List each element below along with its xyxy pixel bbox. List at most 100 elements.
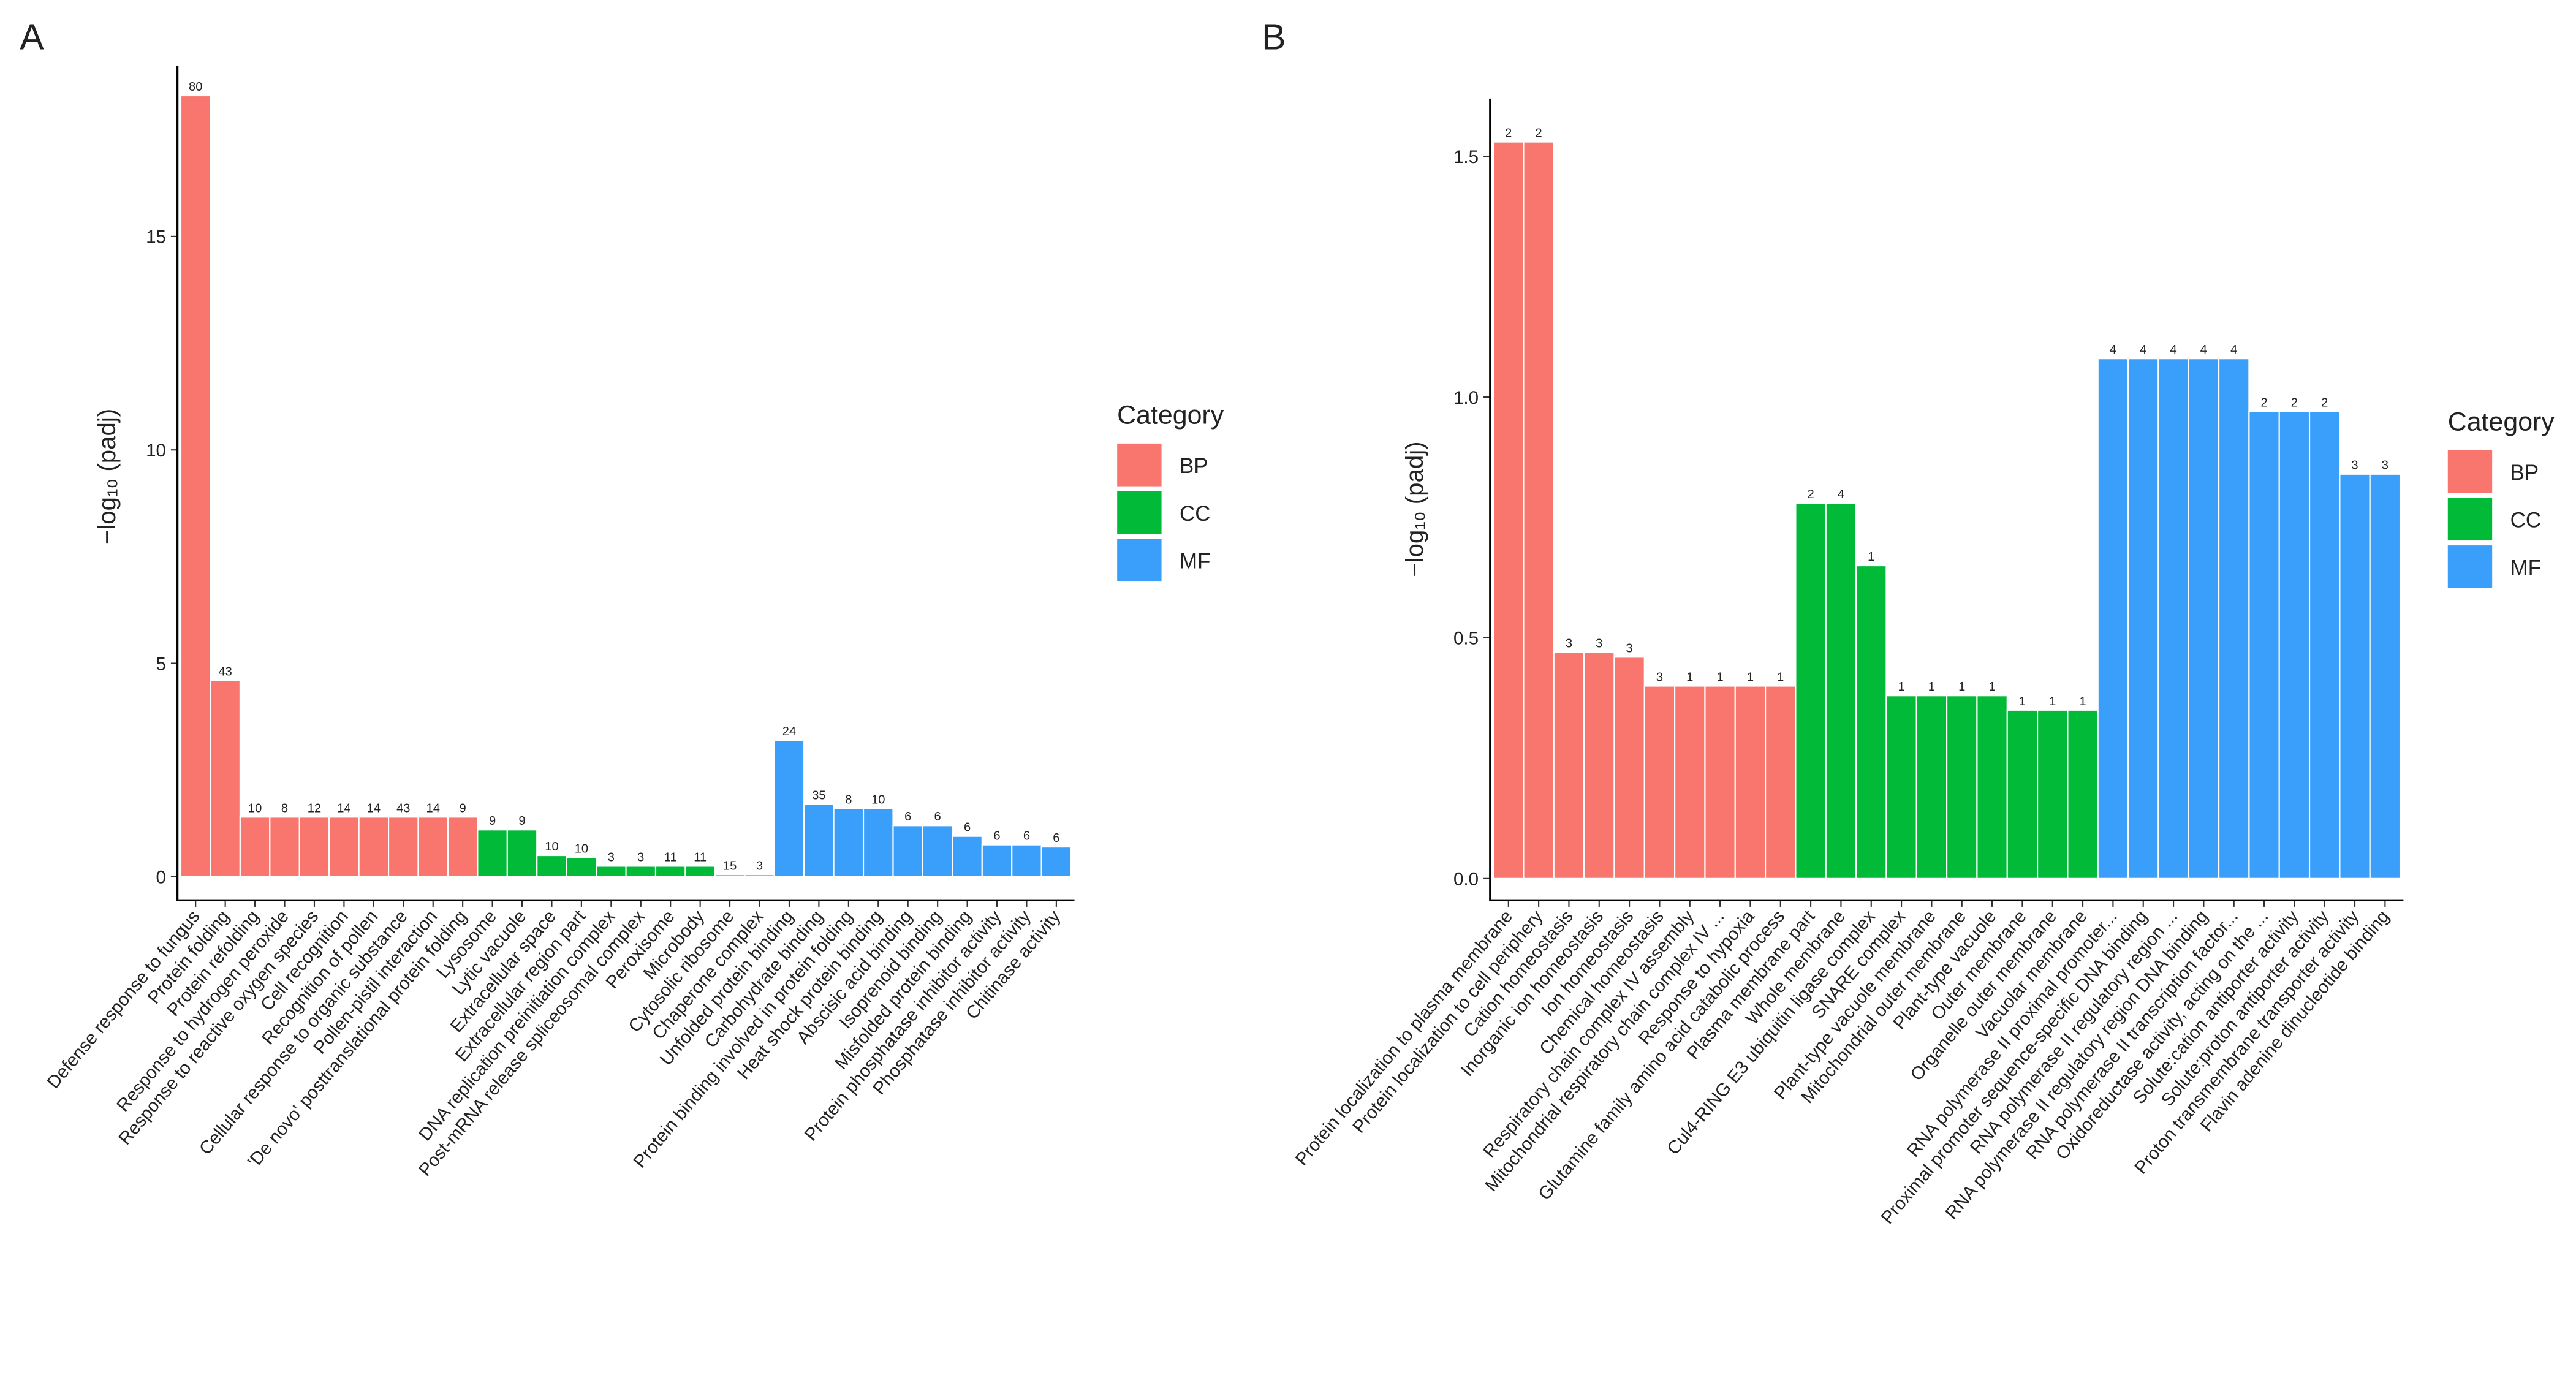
axes [176, 66, 1075, 901]
bar [536, 854, 567, 877]
count-label: 3 [1656, 670, 1663, 684]
bar [1885, 695, 1917, 879]
count-label: 10 [545, 840, 558, 854]
bar [2188, 358, 2220, 879]
y-tick-label: 0.5 [1453, 629, 1479, 649]
legend-label: CC [1180, 502, 1210, 526]
bar [358, 816, 390, 877]
bar [2339, 473, 2371, 879]
count-label: 10 [871, 793, 885, 806]
legend-title: Category [1117, 401, 1224, 430]
count-label: 4 [2200, 343, 2207, 357]
bar [1855, 564, 1887, 879]
y-tick-label: 0 [156, 868, 165, 888]
count-label: 8 [281, 801, 288, 815]
bar [1493, 141, 1525, 879]
bar [210, 680, 241, 877]
count-label: 2 [1808, 488, 1814, 501]
count-label: 43 [218, 665, 232, 678]
bar [2006, 709, 2039, 879]
count-label: 3 [1566, 637, 1572, 650]
bar [922, 825, 953, 877]
count-label: 1 [2019, 695, 2026, 708]
count-label: 3 [608, 850, 615, 864]
bar [833, 808, 865, 877]
bar [2369, 473, 2401, 879]
count-label: 14 [337, 801, 350, 815]
count-label: 3 [1626, 642, 1633, 655]
bar [2067, 709, 2099, 879]
count-label: 1 [1686, 670, 1693, 684]
legend-label: BP [1180, 454, 1208, 478]
bar [1553, 651, 1585, 879]
axes [1489, 98, 2404, 901]
count-label: 1 [1928, 680, 1935, 694]
bar [1946, 695, 1978, 879]
legend-label: BP [2510, 461, 2539, 485]
count-label: 9 [518, 814, 525, 828]
y-tick-label: 10 [146, 441, 166, 461]
bar [1795, 502, 1827, 879]
bar [1011, 844, 1042, 877]
count-label: 35 [812, 789, 825, 802]
bar [1976, 695, 2008, 879]
bar [2278, 411, 2311, 879]
bar [684, 865, 716, 877]
bar [2218, 358, 2250, 879]
y-axis-label: −log₁₀ (padj) [1401, 441, 1428, 577]
bar [892, 825, 923, 877]
count-label: 4 [1838, 488, 1844, 501]
bar [2037, 709, 2069, 879]
bar [744, 874, 775, 877]
count-label: 1 [1988, 680, 1995, 694]
legend-key [1117, 491, 1162, 534]
y-tick-label: 15 [146, 227, 166, 248]
bar [447, 816, 479, 877]
count-label: 14 [367, 801, 381, 815]
y-axis-label: −log₁₀ (padj) [93, 409, 121, 544]
bar [180, 94, 211, 877]
count-label: 6 [993, 830, 1000, 843]
bar [862, 808, 894, 877]
bar [596, 865, 627, 877]
count-label: 1 [1868, 550, 1874, 564]
count-label: 1 [2079, 695, 2086, 708]
count-label: 6 [964, 821, 971, 835]
count-label: 4 [2140, 343, 2146, 357]
count-label: 10 [248, 801, 262, 815]
bar [269, 816, 300, 877]
count-label: 4 [2230, 343, 2237, 357]
legend-key [1117, 539, 1162, 582]
count-label: 6 [904, 810, 911, 824]
bar [1825, 502, 1857, 879]
count-label: 43 [396, 801, 410, 815]
count-label: 11 [694, 850, 707, 864]
bar [2157, 358, 2189, 879]
count-label: 6 [934, 810, 941, 824]
bar [1583, 651, 1615, 879]
bar [239, 816, 271, 877]
legend-label: MF [1180, 550, 1210, 574]
count-label: 4 [2170, 343, 2176, 357]
count-label: 2 [2291, 396, 2298, 410]
count-label: 1 [1747, 670, 1754, 684]
y-tick-label: 1.5 [1453, 147, 1479, 167]
bar [803, 803, 835, 877]
bar [298, 816, 330, 877]
bar [773, 739, 805, 877]
count-label: 1 [2049, 695, 2056, 708]
count-label: 14 [426, 801, 440, 815]
count-label: 2 [1536, 127, 1542, 140]
legend-label: CC [2510, 509, 2541, 532]
legend-key [2447, 498, 2493, 541]
bar [2097, 358, 2129, 879]
count-label: 6 [1023, 830, 1030, 843]
legend-key [2447, 450, 2493, 493]
count-label: 12 [308, 801, 321, 815]
bar [566, 857, 597, 877]
bar [2248, 411, 2280, 879]
bar [1765, 685, 1797, 879]
legend-label: MF [2510, 556, 2541, 580]
bar [625, 865, 657, 877]
